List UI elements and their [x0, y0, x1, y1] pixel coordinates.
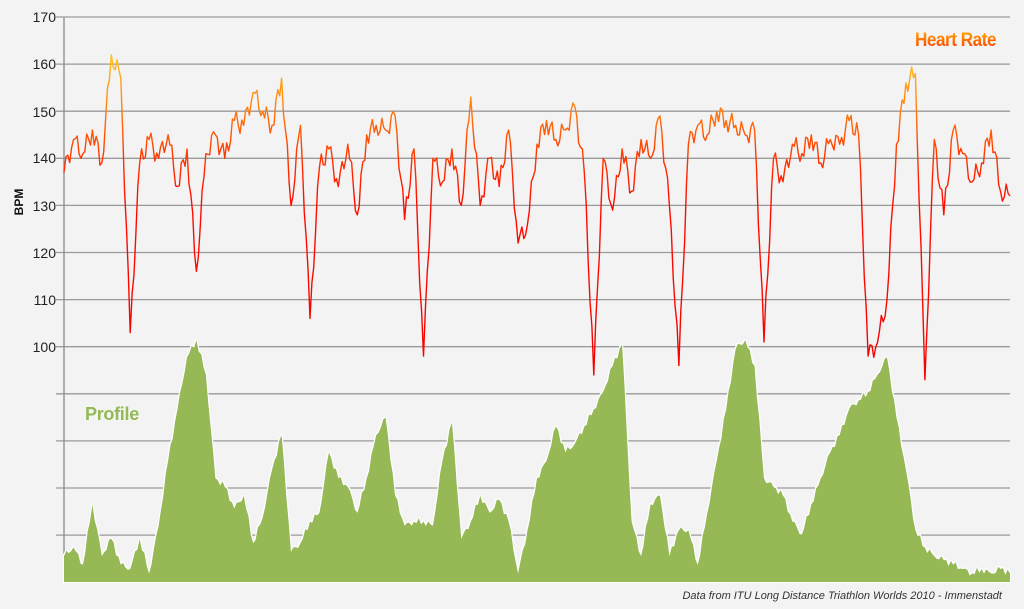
y-tick-120: 120 — [32, 245, 56, 261]
y-tick-170: 170 — [32, 9, 56, 25]
heart-rate-line — [63, 54, 1011, 381]
heart-rate-title: Heart Rate — [914, 30, 996, 51]
profile-area — [64, 340, 1010, 582]
y-tick-160: 160 — [32, 56, 56, 72]
y-tick-100: 100 — [32, 339, 56, 355]
y-tick-110: 110 — [33, 292, 56, 308]
y-tick-150: 150 — [32, 104, 56, 120]
profile-title: Profile — [85, 404, 139, 424]
y-tick-140: 140 — [32, 150, 56, 166]
y-axis-title: BPM — [12, 188, 26, 216]
source-footnote: Data from ITU Long Distance Triathlon Wo… — [682, 590, 1002, 602]
y-tick-130: 130 — [32, 198, 56, 214]
